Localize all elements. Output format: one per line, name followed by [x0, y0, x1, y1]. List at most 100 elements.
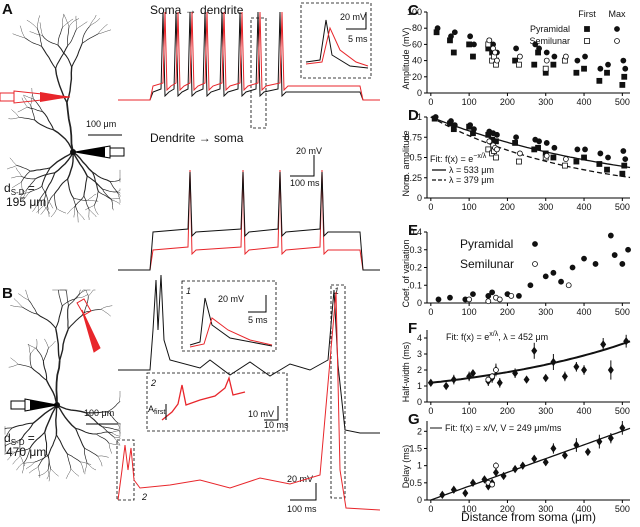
data-point [466, 41, 473, 48]
dendrite [55, 45, 69, 69]
dendrite [73, 197, 88, 201]
electrode-holder [76, 298, 92, 316]
x-tick-label: 0 [428, 97, 433, 107]
data-point [527, 282, 534, 289]
dendrite [117, 422, 121, 434]
y-tick-label: 0.5 [409, 153, 422, 163]
dendrite [80, 461, 84, 473]
dendrite [76, 21, 88, 30]
inset-box [181, 280, 277, 352]
data-point [492, 468, 499, 477]
data-point [536, 138, 542, 145]
data-point [623, 337, 630, 346]
dendrite [119, 401, 121, 403]
data-point [481, 475, 488, 484]
data-point [604, 166, 610, 173]
y-tick-label: 2 [417, 426, 422, 436]
x-tick-label: 500 [615, 504, 630, 514]
dendrite [117, 429, 121, 437]
data-point [485, 146, 492, 153]
x-tick-label: 100 [462, 97, 477, 107]
dendrite [80, 461, 92, 465]
panel-label: B [2, 285, 13, 302]
data-point [542, 373, 549, 383]
distance-label: dS-D = [4, 431, 35, 447]
data-point [604, 69, 610, 76]
data-point [551, 144, 558, 151]
x-tick-label: 100 [462, 202, 477, 212]
dendrite [62, 13, 64, 28]
y-tick-label: 0 [417, 193, 422, 203]
data-point [435, 296, 442, 303]
dendrite [67, 29, 77, 46]
x-tick-label: 100 [462, 504, 477, 514]
electrode [81, 309, 101, 353]
inset-box [300, 2, 372, 79]
data-point [427, 378, 434, 387]
dendrite [82, 33, 99, 44]
x-tick-label: 0 [428, 504, 433, 514]
fit-formula: Fit: f(x) = e [446, 332, 489, 342]
legend-header: Max [608, 9, 626, 19]
data-point [561, 451, 568, 460]
dendrite [50, 208, 57, 218]
y-tick-label: 20 [412, 72, 422, 82]
dendrite [45, 379, 58, 406]
dendrite [84, 447, 98, 457]
data-point [531, 454, 538, 463]
electrode-tip [75, 147, 105, 157]
dendrite [40, 206, 48, 215]
panel-label: C [408, 2, 419, 19]
dendrite [26, 20, 38, 29]
y-axis-label: Delay (ms) [401, 445, 411, 489]
data-point [485, 298, 492, 305]
dendrite [34, 454, 49, 463]
x-tick-label: 100 [462, 406, 477, 416]
dendrite [18, 363, 32, 369]
dendrite [102, 188, 117, 193]
scale-label: 100 μm [86, 119, 116, 129]
dendrite [79, 289, 91, 294]
dendrite [13, 298, 23, 308]
data-point [493, 367, 499, 373]
dendrite [75, 428, 85, 449]
electrode-tip [40, 92, 70, 102]
dendrite [67, 179, 74, 199]
scale-label: 5 ms [248, 315, 268, 325]
dendrite [26, 178, 36, 191]
dendrite [67, 312, 85, 330]
fit-exponent: −x/λ [473, 153, 487, 160]
dendrite [10, 305, 23, 308]
data-point [574, 57, 581, 64]
dendrite [30, 167, 51, 172]
data-point [532, 261, 538, 267]
dendrite [38, 190, 47, 204]
dendrite [42, 111, 55, 131]
dendrite [108, 442, 112, 454]
dendrite [83, 176, 88, 197]
y-axis-label: Half-width (ms) [401, 342, 411, 403]
data-point [596, 161, 603, 167]
scale-bar [248, 295, 267, 313]
data-point [523, 375, 530, 384]
data-point [620, 148, 627, 154]
dendrite [66, 151, 74, 180]
dendrite [9, 157, 18, 166]
dendrite [28, 466, 39, 474]
dendrite [12, 182, 22, 188]
dendrite [31, 87, 34, 100]
dendrite [20, 170, 31, 183]
data-point [470, 53, 476, 60]
data-point [569, 264, 576, 271]
dendrite [23, 447, 31, 463]
y-axis-label: Coef. of variation [401, 239, 411, 307]
trace-title: Soma → dendrite [150, 3, 244, 17]
dendrite [53, 178, 68, 195]
data-point [448, 118, 454, 124]
dendrite [54, 151, 74, 174]
dendrite [68, 18, 80, 28]
data-point [573, 158, 580, 165]
dendrite [30, 104, 36, 121]
dendrite [32, 404, 58, 424]
x-tick-label: 0 [428, 202, 433, 212]
